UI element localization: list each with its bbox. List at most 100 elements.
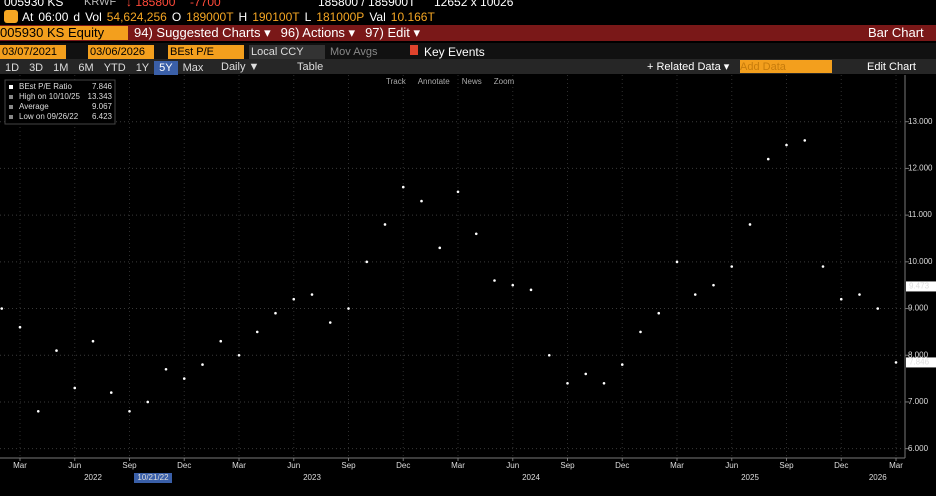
data-point bbox=[18, 325, 22, 329]
data-point bbox=[657, 311, 661, 315]
data-point bbox=[164, 367, 168, 371]
data-point bbox=[274, 311, 277, 315]
ticker: 005930 KS bbox=[4, 0, 64, 9]
period-button[interactable]: 1M bbox=[53, 62, 69, 74]
value-label: 7.846 bbox=[909, 358, 930, 367]
data-point bbox=[511, 283, 515, 287]
period-button[interactable]: 6M bbox=[78, 62, 94, 74]
data-point bbox=[36, 409, 40, 413]
data-point bbox=[328, 321, 332, 324]
edit-chart[interactable]: Edit Chart bbox=[867, 61, 916, 73]
menu-button[interactable]: 96) Actions ▾ bbox=[280, 25, 356, 40]
data-point bbox=[894, 361, 898, 364]
period-button[interactable]: YTD bbox=[103, 62, 126, 74]
quote-field: d bbox=[73, 10, 81, 24]
last-price: ↓ 185800 bbox=[126, 0, 176, 9]
data-point bbox=[566, 381, 569, 385]
trade-size: 12652 x 10026 bbox=[434, 0, 514, 9]
data-point bbox=[693, 293, 697, 296]
legend-swatch bbox=[9, 105, 13, 109]
data-point bbox=[401, 185, 405, 189]
x-tick-label: Sep bbox=[560, 461, 575, 470]
quote-field: At bbox=[22, 10, 34, 24]
data-point bbox=[0, 307, 4, 310]
security-input[interactable]: 005930 KS Equity bbox=[0, 26, 128, 40]
x-tick-label: Dec bbox=[396, 461, 410, 470]
period-button[interactable]: 1Y bbox=[135, 62, 150, 74]
year-label: 2024 bbox=[522, 473, 540, 482]
frequency[interactable]: Daily ▼ bbox=[221, 61, 260, 73]
x-tick-label: Mar bbox=[232, 461, 246, 470]
quote-field: Vol bbox=[85, 10, 102, 24]
cursor-date-box bbox=[134, 473, 172, 483]
data-point bbox=[73, 386, 77, 390]
quote-field: 10.166T bbox=[390, 10, 435, 24]
legend-label: Average bbox=[19, 102, 49, 111]
menu-button[interactable]: 94) Suggested Charts ▾ bbox=[134, 25, 271, 40]
start-date[interactable]: 03/07/2021 bbox=[0, 45, 66, 59]
end-date[interactable]: 03/06/2026 bbox=[88, 45, 154, 59]
data-point bbox=[675, 260, 679, 264]
chart-tool[interactable]: News bbox=[461, 77, 482, 86]
y-tick-label: 8.000 bbox=[908, 350, 929, 359]
y-tick-label: 13.000 bbox=[908, 117, 933, 126]
currency-select[interactable]: Local CCY bbox=[249, 45, 325, 59]
legend-label: BEst P/E Ratio bbox=[19, 82, 72, 91]
legend-swatch bbox=[9, 85, 13, 89]
data-point bbox=[438, 246, 442, 250]
period-button[interactable]: 1D bbox=[5, 62, 20, 74]
table-button[interactable]: Table bbox=[297, 61, 324, 73]
data-point bbox=[584, 372, 588, 376]
period-button[interactable]: 5Y bbox=[154, 61, 178, 75]
info-icon[interactable] bbox=[4, 10, 18, 23]
data-point bbox=[529, 288, 533, 292]
quote-field: L bbox=[304, 10, 312, 24]
x-tick-label: Dec bbox=[177, 461, 191, 470]
add-data-input[interactable]: Add Data bbox=[740, 60, 832, 73]
chart-tool[interactable]: Annotate bbox=[417, 77, 450, 86]
period-button[interactable]: 3D bbox=[29, 62, 44, 74]
period-button[interactable]: Max bbox=[182, 62, 204, 74]
menus: 94) Suggested Charts ▾ 96) Actions ▾ 97) E… bbox=[134, 26, 430, 40]
x-tick-label: Dec bbox=[615, 461, 629, 470]
data-point bbox=[146, 400, 150, 404]
y-tick-label: 7.000 bbox=[908, 397, 929, 406]
data-point bbox=[474, 232, 478, 236]
mov-avgs[interactable]: Mov Avgs bbox=[330, 46, 378, 58]
data-point bbox=[858, 293, 861, 296]
y-tick-label: 10.000 bbox=[908, 257, 933, 266]
related-data[interactable]: + Related Data ▾ bbox=[647, 61, 730, 73]
y-tick-label: 6.000 bbox=[908, 444, 929, 453]
data-point bbox=[55, 349, 58, 352]
field-select[interactable]: BEst P/E bbox=[168, 45, 244, 59]
x-tick-label: Jun bbox=[68, 461, 81, 470]
quote-field: 189000T bbox=[186, 10, 234, 24]
quote-field: 190100T bbox=[252, 10, 300, 24]
quote-line: At 06:00 d Vol 54,624,256 O 189000T H 190100T L 18… bbox=[22, 10, 440, 24]
data-point bbox=[876, 307, 880, 310]
data-point bbox=[620, 363, 624, 366]
y-tick-label: 9.000 bbox=[908, 304, 929, 313]
data-point bbox=[109, 391, 113, 394]
key-events[interactable]: Key Events bbox=[424, 45, 485, 59]
year-label: 2026 bbox=[869, 473, 887, 482]
year-label: 2025 bbox=[741, 473, 759, 482]
chart-tool[interactable]: Zoom bbox=[493, 77, 515, 86]
x-tick-label: Sep bbox=[122, 461, 137, 470]
data-point bbox=[383, 223, 387, 226]
data-point bbox=[803, 139, 807, 142]
legend-swatch bbox=[9, 95, 13, 99]
x-tick-label: Dec bbox=[834, 461, 848, 470]
bid-ask: 185800 / 185900T bbox=[318, 0, 416, 9]
menu-button[interactable]: 97) Edit ▾ bbox=[365, 25, 421, 40]
chart-tool[interactable]: Track bbox=[386, 77, 406, 86]
data-point bbox=[456, 190, 460, 194]
data-point bbox=[91, 339, 95, 343]
y-tick-label: 12.000 bbox=[908, 164, 933, 173]
data-point bbox=[182, 377, 186, 380]
data-point bbox=[766, 157, 770, 161]
x-tick-label: Mar bbox=[451, 461, 465, 470]
data-point bbox=[255, 330, 259, 334]
